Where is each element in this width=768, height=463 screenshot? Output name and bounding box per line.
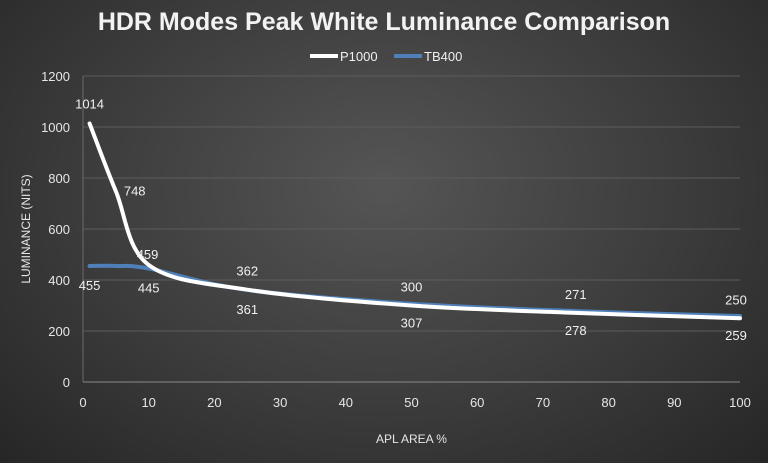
data-label: 362 [236, 264, 258, 279]
x-tick-label: 100 [729, 395, 751, 410]
data-label: 250 [725, 292, 747, 307]
x-tick-label: 70 [536, 395, 550, 410]
y-tick-label: 600 [48, 222, 70, 237]
legend-label: P1000 [340, 49, 378, 64]
y-tick-label: 1000 [41, 120, 70, 135]
x-tick-label: 50 [404, 395, 418, 410]
data-label: 459 [137, 247, 159, 262]
legend-label: TB400 [424, 49, 462, 64]
data-label: 271 [565, 287, 587, 302]
data-label: 455 [79, 278, 101, 293]
x-tick-label: 40 [339, 395, 353, 410]
series-line-p1000 [87, 121, 742, 321]
y-tick-label: 1200 [41, 69, 70, 84]
data-label: 307 [401, 316, 423, 331]
chart-title: HDR Modes Peak White Luminance Compariso… [97, 8, 671, 36]
y-tick-label: 800 [48, 171, 70, 186]
data-label: 445 [138, 281, 160, 296]
x-tick-label: 90 [667, 395, 681, 410]
data-label: 748 [124, 183, 146, 198]
y-tick-label: 400 [48, 273, 70, 288]
x-tick-label: 80 [601, 395, 615, 410]
data-label: 300 [401, 280, 423, 295]
x-tick-label: 0 [79, 395, 86, 410]
x-tick-label: 20 [207, 395, 221, 410]
y-axis-label: LUMINANCE (NITS) [19, 174, 33, 283]
y-tick-label: 200 [48, 324, 70, 339]
y-tick-label: 0 [63, 375, 70, 390]
data-label: 278 [565, 323, 587, 338]
x-tick-label: 10 [141, 395, 155, 410]
x-tick-label: 60 [470, 395, 484, 410]
data-label: 259 [725, 328, 747, 343]
data-label: 361 [236, 302, 258, 317]
x-axis-label: APL AREA % [376, 432, 447, 446]
data-label: 1014 [75, 96, 104, 111]
x-tick-label: 30 [273, 395, 287, 410]
